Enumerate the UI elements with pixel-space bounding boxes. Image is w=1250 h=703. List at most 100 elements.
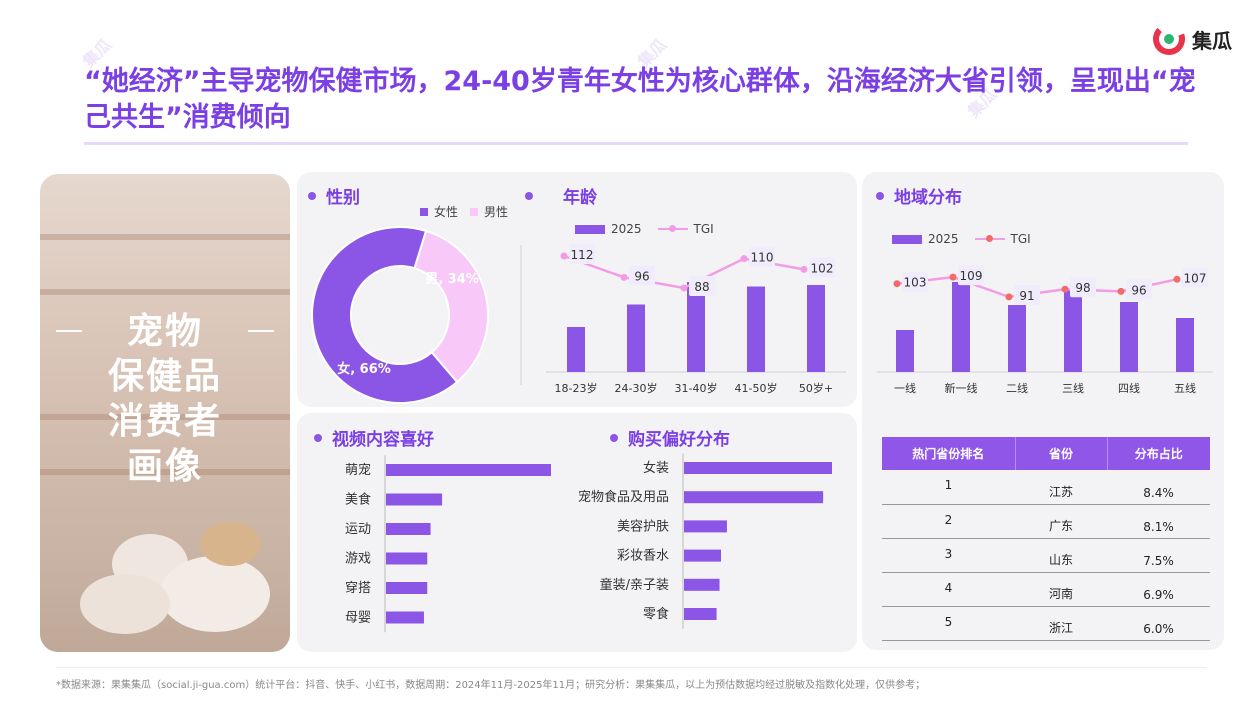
legend-bar-label: 2025 xyxy=(611,222,642,236)
bar xyxy=(627,304,645,372)
x-tick-label: 一线 xyxy=(894,381,916,395)
tgi-point xyxy=(1117,287,1125,295)
bar xyxy=(747,286,765,372)
data-label: 103 xyxy=(904,276,927,290)
bar xyxy=(1008,305,1026,372)
category-label: 宠物食品及用品 xyxy=(578,489,669,505)
bar xyxy=(684,520,727,533)
table-row: 2 广东 8.1% xyxy=(882,504,1210,539)
data-label-bg xyxy=(689,276,715,296)
legend-bar-label: 2025 xyxy=(928,232,959,246)
bar xyxy=(684,608,717,620)
photo-caption: 宠物 保健品 消费者 画像 xyxy=(40,309,290,489)
percent-cell: 7.5% xyxy=(1107,538,1210,573)
caption-line: 保健品 xyxy=(107,356,222,397)
cats-illustration xyxy=(80,522,270,634)
legend-bar-swatch xyxy=(575,224,605,234)
tgi-point xyxy=(740,255,748,263)
data-label-bg xyxy=(902,271,928,292)
percent-cell: 6.0% xyxy=(1107,606,1210,641)
data-label-bg xyxy=(958,265,984,286)
data-label-bg xyxy=(1126,279,1152,300)
bullet-dot-icon xyxy=(876,191,884,200)
bar xyxy=(386,464,551,476)
bar xyxy=(952,282,970,372)
table-row: 3 山东 7.5% xyxy=(882,538,1210,573)
bar xyxy=(567,327,585,372)
data-label: 96 xyxy=(634,269,649,283)
x-tick-label: 18-23岁 xyxy=(555,381,598,395)
table-row: 1 江苏 8.4% xyxy=(882,470,1210,505)
x-tick-label: 50岁+ xyxy=(799,381,833,395)
data-label: 109 xyxy=(960,269,983,283)
province-cell: 河南 xyxy=(1015,572,1107,607)
data-label: 107 xyxy=(1184,271,1207,285)
caption-dash xyxy=(248,330,274,332)
bar xyxy=(386,523,431,535)
shelf-shape xyxy=(40,414,290,420)
tgi-point xyxy=(949,273,957,281)
rank-cell: 3 xyxy=(882,538,1015,573)
bar xyxy=(684,549,721,562)
rank-cell: 5 xyxy=(882,606,1015,641)
bar xyxy=(386,493,443,506)
tgi-point xyxy=(800,265,808,273)
province-ranking-table: 热门省份排名 省份 分布占比 1 江苏 8.4% 2 广东 8.1% 3 山东 … xyxy=(882,437,1210,641)
data-label: 110 xyxy=(751,251,774,265)
province-cell: 江苏 xyxy=(1015,470,1107,505)
bar xyxy=(1120,302,1138,372)
pie-slice xyxy=(413,229,489,384)
tgi-point xyxy=(1061,285,1069,293)
legend-line-label: TGI xyxy=(1010,232,1031,246)
brand-name: 集瓜 xyxy=(1192,28,1232,53)
tgi-point xyxy=(1005,293,1013,301)
province-cell: 浙江 xyxy=(1015,606,1107,641)
province-cell: 广东 xyxy=(1015,504,1107,539)
bar xyxy=(896,330,914,372)
age-section-title: 年龄 xyxy=(525,183,597,208)
data-label-bg xyxy=(749,246,775,267)
table-header-cell: 分布占比 xyxy=(1107,437,1210,470)
legend-swatch xyxy=(420,207,428,216)
x-tick-label: 41-50岁 xyxy=(735,381,778,395)
category-label: 游戏 xyxy=(345,552,371,567)
table-header-cell: 省份 xyxy=(1015,437,1108,470)
tgi-point xyxy=(620,273,628,281)
age-legend: 2025 TGI xyxy=(575,222,714,236)
bar xyxy=(1064,289,1082,372)
data-label: 96 xyxy=(1131,283,1146,297)
x-tick-label: 五线 xyxy=(1174,381,1196,395)
category-label: 美容护肤 xyxy=(617,518,669,534)
shelf-shape xyxy=(40,234,290,240)
rank-cell: 4 xyxy=(882,572,1015,607)
category-label: 美食 xyxy=(345,492,371,508)
bullet-dot-icon xyxy=(610,433,618,442)
province-cell: 山东 xyxy=(1015,538,1107,573)
legend-bar-swatch xyxy=(892,234,922,244)
tgi-point xyxy=(560,252,568,260)
pie-slice xyxy=(311,226,459,404)
video-section-title: 视频内容喜好 xyxy=(314,425,434,450)
legend-line-swatch xyxy=(657,225,688,232)
legend-line-swatch xyxy=(974,235,1005,242)
data-label-bg xyxy=(629,265,655,286)
category-label: 母婴 xyxy=(345,611,371,626)
category-label: 女装 xyxy=(643,460,669,476)
x-tick-label: 二线 xyxy=(1006,381,1028,395)
shelf-shape xyxy=(40,469,290,475)
x-tick-label: 四线 xyxy=(1118,381,1140,395)
data-label: 91 xyxy=(1019,289,1034,303)
bar xyxy=(684,578,720,591)
title-divider xyxy=(84,142,1188,145)
caption-dash xyxy=(56,330,82,332)
table-header-row: 热门省份排名 省份 分布占比 xyxy=(882,437,1210,470)
gender-section-title: 性别 xyxy=(308,183,360,208)
bar xyxy=(386,552,428,565)
table-row: 5 浙江 6.0% xyxy=(882,606,1210,641)
data-label: 98 xyxy=(1075,281,1090,295)
bullet-dot-icon xyxy=(308,191,316,200)
rank-cell: 2 xyxy=(882,504,1015,539)
page-title: “她经济”主导宠物保健市场，24-40岁青年女性为核心群体，沿海经济大省引领，呈… xyxy=(84,66,1196,133)
bullet-dot-icon xyxy=(525,191,533,200)
bar xyxy=(807,285,825,372)
